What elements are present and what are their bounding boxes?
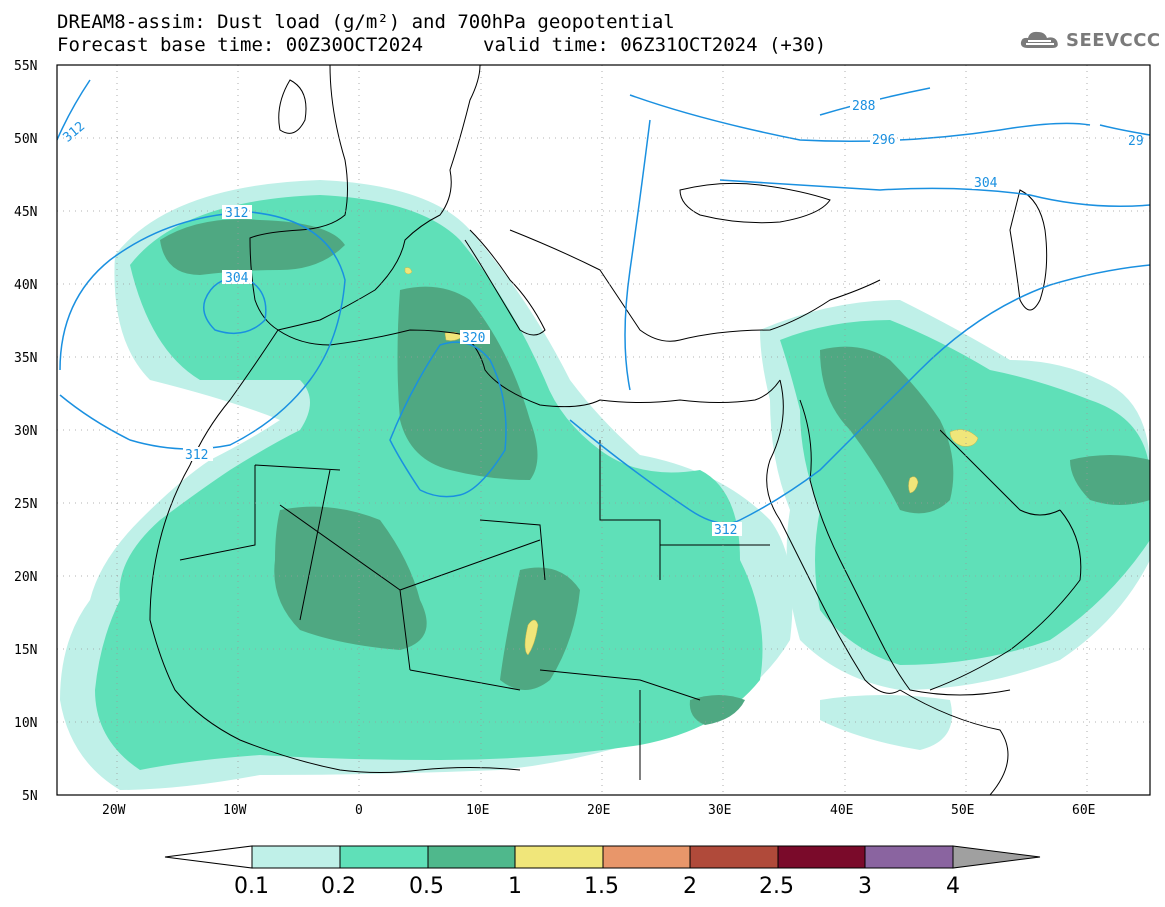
forecast-base-time: Forecast base time: 00Z30OCT2024 [57, 34, 424, 56]
geopotential-contours [57, 79, 1150, 525]
plot-frame [56, 64, 1151, 796]
contour-label-296: 296 [872, 133, 895, 148]
lon-label: 0 [355, 803, 363, 818]
coastlines [149, 65, 1082, 795]
colorbar-swatch [689, 845, 779, 869]
lon-label: 10W [223, 803, 247, 818]
contour-label-312-west: 312 [185, 448, 208, 463]
lat-label: 25N [14, 497, 37, 512]
lon-label: 50E [951, 803, 974, 818]
lon-label: 40E [830, 803, 853, 818]
lat-label: 45N [14, 205, 37, 220]
lon-label: 10E [466, 803, 489, 818]
lat-label: 55N [14, 59, 37, 74]
lon-label: 20W [102, 803, 126, 818]
lat-label: 40N [14, 278, 37, 293]
logo-text: SEEVCCC [1066, 29, 1161, 51]
colorbar-label: 4 [946, 874, 960, 899]
lat-label: 15N [14, 643, 37, 658]
lat-label: 10N [14, 716, 37, 731]
colorbar-label: 3 [858, 874, 872, 899]
colorbar-label: 0.2 [321, 874, 356, 899]
contour-label-312-east: 312 [714, 523, 737, 538]
lon-label: 30E [708, 803, 731, 818]
colorbar-swatch [777, 845, 866, 869]
contour-label-288: 288 [852, 99, 875, 114]
colorbar-label: 0.5 [409, 874, 444, 899]
contour-label-304-east: 304 [974, 176, 998, 191]
contour-labels: 312 304 320 312 312 288 296 304 29 312 [60, 98, 1144, 538]
colorbar-label: 2 [683, 874, 697, 899]
lon-label: 20E [587, 803, 610, 818]
cloud-icon [1020, 31, 1058, 48]
lat-label: 5N [22, 789, 38, 804]
colorbar-swatch [602, 845, 691, 869]
valid-time: valid time: 06Z31OCT2024 (+30) [483, 34, 827, 56]
longitude-labels: 20W 10W 0 10E 20E 30E 40E 50E 60E [102, 803, 1095, 818]
colorbar-swatch [427, 845, 516, 869]
contour-label-29: 29 [1128, 134, 1144, 149]
contour-label-320: 320 [462, 331, 485, 346]
colorbar-swatch [339, 845, 429, 869]
colorbar-label: 2.5 [759, 874, 794, 899]
dust-layer-high [160, 219, 1150, 725]
lat-label: 50N [14, 132, 37, 147]
colorbar-low-arrow [164, 845, 253, 869]
seevccc-logo: SEEVCCC [1018, 27, 1161, 53]
colorbar-high-arrow [952, 845, 1041, 869]
colorbar: 0.1 0.2 0.5 1 1.5 2 2.5 3 4 [164, 845, 1041, 899]
gridlines [57, 65, 1150, 795]
contour-label-304-west: 304 [225, 271, 249, 286]
colorbar-swatch [864, 845, 954, 869]
colorbar-swatch [514, 845, 604, 869]
contour-label-312-north: 312 [225, 206, 248, 221]
map-title: DREAM8-assim: Dust load (g/m²) and 700hP… [57, 11, 675, 33]
lat-label: 20N [14, 570, 37, 585]
colorbar-swatch [251, 845, 341, 869]
colorbar-label: 1 [508, 874, 522, 899]
lon-label: 60E [1072, 803, 1095, 818]
colorbar-label: 0.1 [234, 874, 269, 899]
colorbar-label: 1.5 [584, 874, 619, 899]
lat-label: 30N [14, 424, 37, 439]
lat-label: 35N [14, 351, 37, 366]
latitude-labels: 55N 50N 45N 40N 35N 30N 25N 20N 15N 10N … [14, 59, 38, 804]
